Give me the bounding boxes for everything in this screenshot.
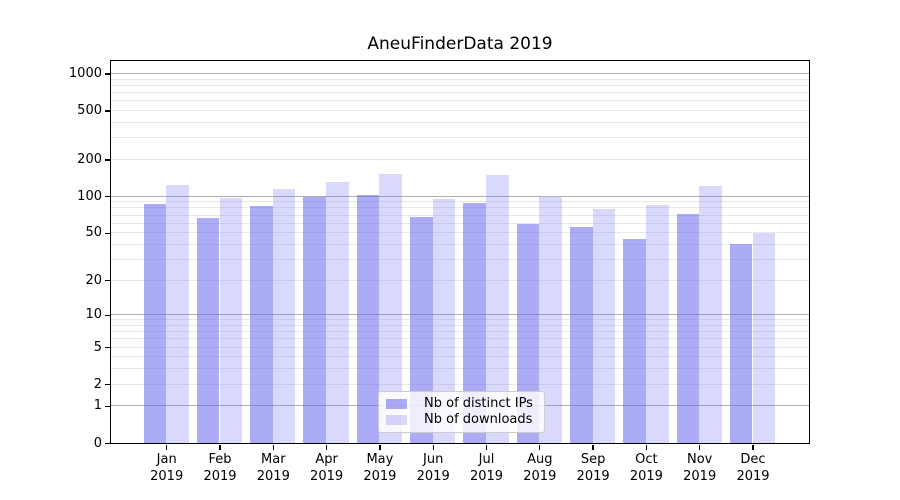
bar-nb-of-downloads-mar <box>272 188 296 443</box>
gridline-minor-8 <box>111 324 809 326</box>
gridline-minor-30 <box>111 258 809 260</box>
x-tick-aug <box>539 445 541 450</box>
gridline-minor-2 <box>111 383 809 385</box>
bar-nb-of-distinct-ips-nov <box>676 213 700 443</box>
y-tick-label-20: 20 <box>85 272 102 288</box>
x-tick-label-apr: Apr 2019 <box>310 452 344 484</box>
x-tick-mar <box>272 445 274 450</box>
gridline-major-1000 <box>111 73 809 74</box>
y-tick-label-100: 100 <box>77 188 102 204</box>
gridline-minor-6 <box>111 338 809 340</box>
y-tick-label-500: 500 <box>77 103 102 119</box>
gridline-minor-3 <box>111 368 809 370</box>
gridline-minor-600 <box>111 100 809 102</box>
bar-nb-of-distinct-ips-oct <box>623 239 646 443</box>
gridline-minor-50 <box>111 232 809 234</box>
gridline-minor-9 <box>111 319 809 321</box>
x-tick-label-jun: Jun 2019 <box>416 452 450 484</box>
y-tick-label-0: 0 <box>93 435 102 451</box>
bar-nb-of-downloads-aug <box>539 197 562 443</box>
grid-layer <box>111 61 809 443</box>
bar-nb-of-distinct-ips-may <box>356 194 380 443</box>
bar-nb-of-downloads-may <box>379 174 403 443</box>
gridline-minor-60 <box>111 222 809 224</box>
y-tick-label-5: 5 <box>93 339 102 355</box>
x-tick-label-nov: Nov 2019 <box>683 452 717 484</box>
bar-nb-of-downloads-apr <box>326 181 349 443</box>
x-tick-may <box>379 445 381 450</box>
gridline-minor-20 <box>111 279 809 281</box>
legend-item-distinct-ips: Nb of distinct IPs <box>386 396 538 412</box>
gridline-major-10 <box>111 314 809 316</box>
x-tick-feb <box>219 445 221 450</box>
x-tick-label-may: May 2019 <box>363 452 397 484</box>
x-tick-apr <box>325 445 328 450</box>
bar-nb-of-downloads-dec <box>752 232 776 443</box>
gridline-minor-700 <box>111 92 809 94</box>
bar-nb-of-downloads-jun <box>432 198 456 443</box>
gridline-minor-80 <box>111 207 809 209</box>
gridline-minor-7 <box>111 331 809 333</box>
bar-nb-of-downloads-jul <box>486 175 509 443</box>
bar-nb-of-distinct-ips-sep <box>569 226 593 443</box>
y-tick-label-1: 1 <box>93 398 102 414</box>
legend-item-downloads: Nb of downloads <box>386 412 538 428</box>
bar-nb-of-distinct-ips-dec <box>729 244 753 443</box>
gridline-minor-500 <box>111 110 809 112</box>
gridline-minor-200 <box>111 158 809 160</box>
x-tick-label-sep: Sep 2019 <box>576 452 610 484</box>
gridline-minor-90 <box>111 201 809 203</box>
gridline-minor-40 <box>111 243 809 245</box>
y-tick-label-2: 2 <box>93 376 102 392</box>
x-tick-dec <box>752 445 754 450</box>
x-tick-label-jul: Jul 2019 <box>469 452 504 484</box>
gridline-minor-300 <box>111 137 809 139</box>
x-tick-nov <box>699 445 701 450</box>
bar-nb-of-distinct-ips-aug <box>516 224 540 443</box>
chart-title: AneuFinderData 2019 <box>367 34 553 54</box>
bar-nb-of-downloads-sep <box>592 209 616 443</box>
y-tick-label-50: 50 <box>85 225 102 241</box>
x-tick-oct <box>645 445 648 450</box>
bar-nb-of-downloads-jan <box>166 184 189 443</box>
bar-nb-of-downloads-feb <box>219 198 243 443</box>
x-tick-label-aug: Aug 2019 <box>523 452 557 484</box>
legend: Nb of distinct IPs Nb of downloads <box>378 391 545 433</box>
x-tick-label-oct: Oct 2019 <box>629 452 663 484</box>
gridline-minor-70 <box>111 214 809 216</box>
x-tick-label-dec: Dec 2019 <box>736 452 770 484</box>
gridline-minor-5 <box>111 346 809 348</box>
bar-nb-of-distinct-ips-jul <box>463 202 486 443</box>
legend-label-downloads: Nb of downloads <box>424 412 533 427</box>
gridline-minor-400 <box>111 121 809 123</box>
bar-nb-of-downloads-oct <box>645 205 669 443</box>
x-tick-label-mar: Mar 2019 <box>256 452 290 484</box>
x-tick-label-feb: Feb 2019 <box>203 452 237 484</box>
x-tick-jul <box>485 445 488 450</box>
legend-label-distinct-ips: Nb of distinct IPs <box>424 396 533 411</box>
bar-nb-of-distinct-ips-mar <box>250 206 273 443</box>
x-tick-jun <box>432 445 434 450</box>
bar-nb-of-distinct-ips-feb <box>196 218 220 443</box>
plot-area <box>110 60 810 444</box>
x-tick-label-jan: Jan 2019 <box>150 452 184 484</box>
legend-swatch-downloads <box>386 415 407 425</box>
bar-nb-of-distinct-ips-jun <box>410 217 433 443</box>
bars-layer <box>111 61 809 443</box>
bar-nb-of-distinct-ips-apr <box>303 196 327 443</box>
bar-nb-of-distinct-ips-jan <box>143 204 167 443</box>
y-tick-label-1000: 1000 <box>68 66 102 81</box>
gridline-minor-4 <box>111 356 809 358</box>
x-tick-jan <box>166 445 168 450</box>
gridline-minor-900 <box>111 78 809 80</box>
gridline-major-100 <box>111 195 809 197</box>
y-tick-label-200: 200 <box>77 151 102 167</box>
bar-nb-of-downloads-nov <box>699 186 722 443</box>
gridline-minor-800 <box>111 84 809 86</box>
y-tick-label-10: 10 <box>85 307 102 323</box>
x-tick-sep <box>592 445 594 450</box>
legend-swatch-distinct-ips <box>386 399 407 409</box>
